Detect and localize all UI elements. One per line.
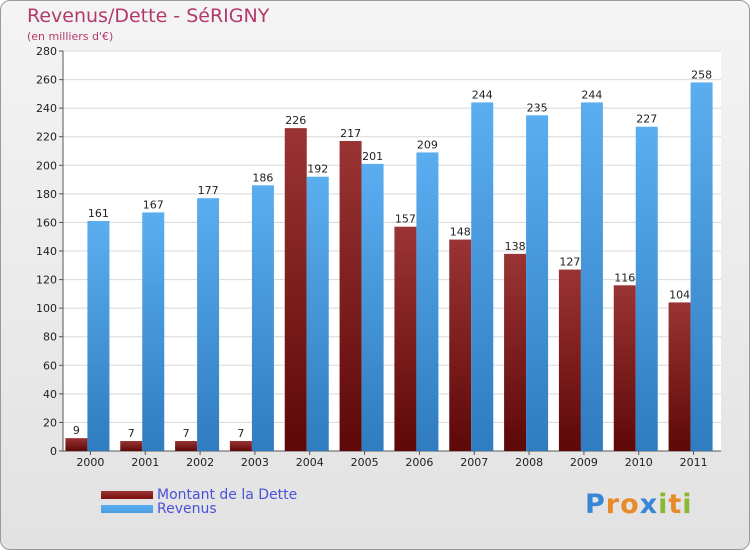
y-tick-label: 280 — [36, 45, 57, 58]
data-label-revenus: 167 — [143, 198, 164, 211]
logo-letter: x — [639, 489, 659, 520]
y-tick-label: 0 — [50, 445, 57, 458]
data-label-dette: 226 — [285, 114, 306, 127]
data-label-dette: 148 — [450, 226, 471, 239]
legend-label-revenus: Revenus — [157, 501, 217, 517]
y-tick-label: 60 — [43, 359, 57, 372]
y-tick-label: 260 — [36, 74, 57, 87]
bar-dette — [558, 269, 581, 451]
bar-dette — [668, 302, 691, 451]
x-tick-label: 2007 — [460, 456, 488, 469]
data-label-dette: 7 — [183, 427, 190, 440]
data-label-revenus: 235 — [527, 101, 548, 114]
y-tick-label: 100 — [36, 302, 57, 315]
logo-letter: i — [682, 489, 693, 520]
data-label-dette: 116 — [614, 271, 635, 284]
bar-revenus — [471, 102, 494, 451]
y-tick-label: 40 — [43, 388, 57, 401]
bar-dette — [613, 285, 636, 451]
bar-revenus — [635, 126, 658, 451]
bar-revenus — [251, 185, 274, 452]
x-tick-label: 2005 — [351, 456, 379, 469]
legend-item-revenus: Revenus — [101, 501, 217, 517]
data-label-revenus: 186 — [252, 171, 273, 184]
legend-label-dette: Montant de la Dette — [157, 487, 298, 503]
x-tick-label: 2009 — [570, 456, 598, 469]
data-label-dette: 138 — [505, 240, 526, 253]
bar-revenus — [306, 176, 329, 451]
x-tick-label: 2003 — [241, 456, 269, 469]
data-label-revenus: 161 — [88, 207, 109, 220]
chart-title: Revenus/Dette - SéRIGNY — [27, 5, 270, 27]
bar-dette — [65, 438, 88, 451]
data-label-revenus: 192 — [307, 163, 328, 176]
bar-revenus — [580, 102, 603, 451]
data-label-revenus: 209 — [417, 138, 438, 151]
y-tick-label: 80 — [43, 331, 57, 344]
bar-dette — [339, 141, 362, 451]
logo-letter: i — [658, 489, 669, 520]
x-tick-label: 2006 — [405, 456, 433, 469]
x-tick-label: 2011 — [680, 456, 708, 469]
data-label-dette: 104 — [669, 288, 690, 301]
bar-revenus — [690, 82, 713, 451]
logo-letter: P — [585, 489, 606, 520]
data-label-revenus: 244 — [581, 88, 602, 101]
x-tick-label: 2002 — [186, 456, 214, 469]
data-label-revenus: 244 — [472, 88, 493, 101]
bar-revenus — [416, 152, 439, 451]
bar-revenus — [87, 221, 110, 451]
x-tick-label: 2008 — [515, 456, 543, 469]
chart-subtitle: (en milliers d'€) — [27, 30, 114, 43]
y-tick-label: 180 — [36, 188, 57, 201]
data-label-dette: 217 — [340, 127, 361, 140]
proxiti-logo: Proxiti — [585, 489, 693, 520]
y-tick-label: 220 — [36, 131, 57, 144]
bar-dette — [394, 226, 417, 451]
y-tick-label: 200 — [36, 159, 57, 172]
bar-revenus — [142, 212, 165, 451]
x-tick-label: 2010 — [625, 456, 653, 469]
x-tick-label: 2000 — [76, 456, 104, 469]
x-tick-label: 2004 — [296, 456, 324, 469]
bar-revenus — [526, 115, 549, 452]
data-label-revenus: 227 — [636, 113, 657, 126]
y-tick-label: 20 — [43, 416, 57, 429]
logo-letter: t — [668, 489, 683, 520]
bar-dette — [449, 239, 472, 451]
data-label-dette: 127 — [559, 256, 580, 269]
logo-letter: o — [620, 489, 640, 520]
data-label-dette: 9 — [73, 424, 80, 437]
bar-dette — [504, 253, 527, 451]
data-label-revenus: 201 — [362, 150, 383, 163]
x-tick-label: 2001 — [131, 456, 159, 469]
bar-dette — [120, 441, 143, 451]
bar-dette — [229, 441, 252, 451]
bar-dette — [175, 441, 198, 451]
logo-letter: r — [605, 489, 621, 520]
y-tick-label: 120 — [36, 274, 57, 287]
data-label-dette: 157 — [395, 213, 416, 226]
data-label-revenus: 258 — [691, 68, 712, 81]
y-tick-label: 160 — [36, 216, 57, 229]
bar-revenus — [197, 198, 220, 451]
bar-dette — [284, 128, 307, 451]
legend-swatch-dette — [101, 491, 153, 499]
legend-item-dette: Montant de la Dette — [101, 487, 297, 503]
legend-swatch-revenus — [101, 505, 153, 513]
bar-revenus — [361, 163, 384, 451]
data-label-dette: 7 — [128, 427, 135, 440]
y-tick-label: 240 — [36, 102, 57, 115]
data-label-dette: 7 — [237, 427, 244, 440]
y-tick-label: 140 — [36, 245, 57, 258]
data-label-revenus: 177 — [198, 184, 219, 197]
